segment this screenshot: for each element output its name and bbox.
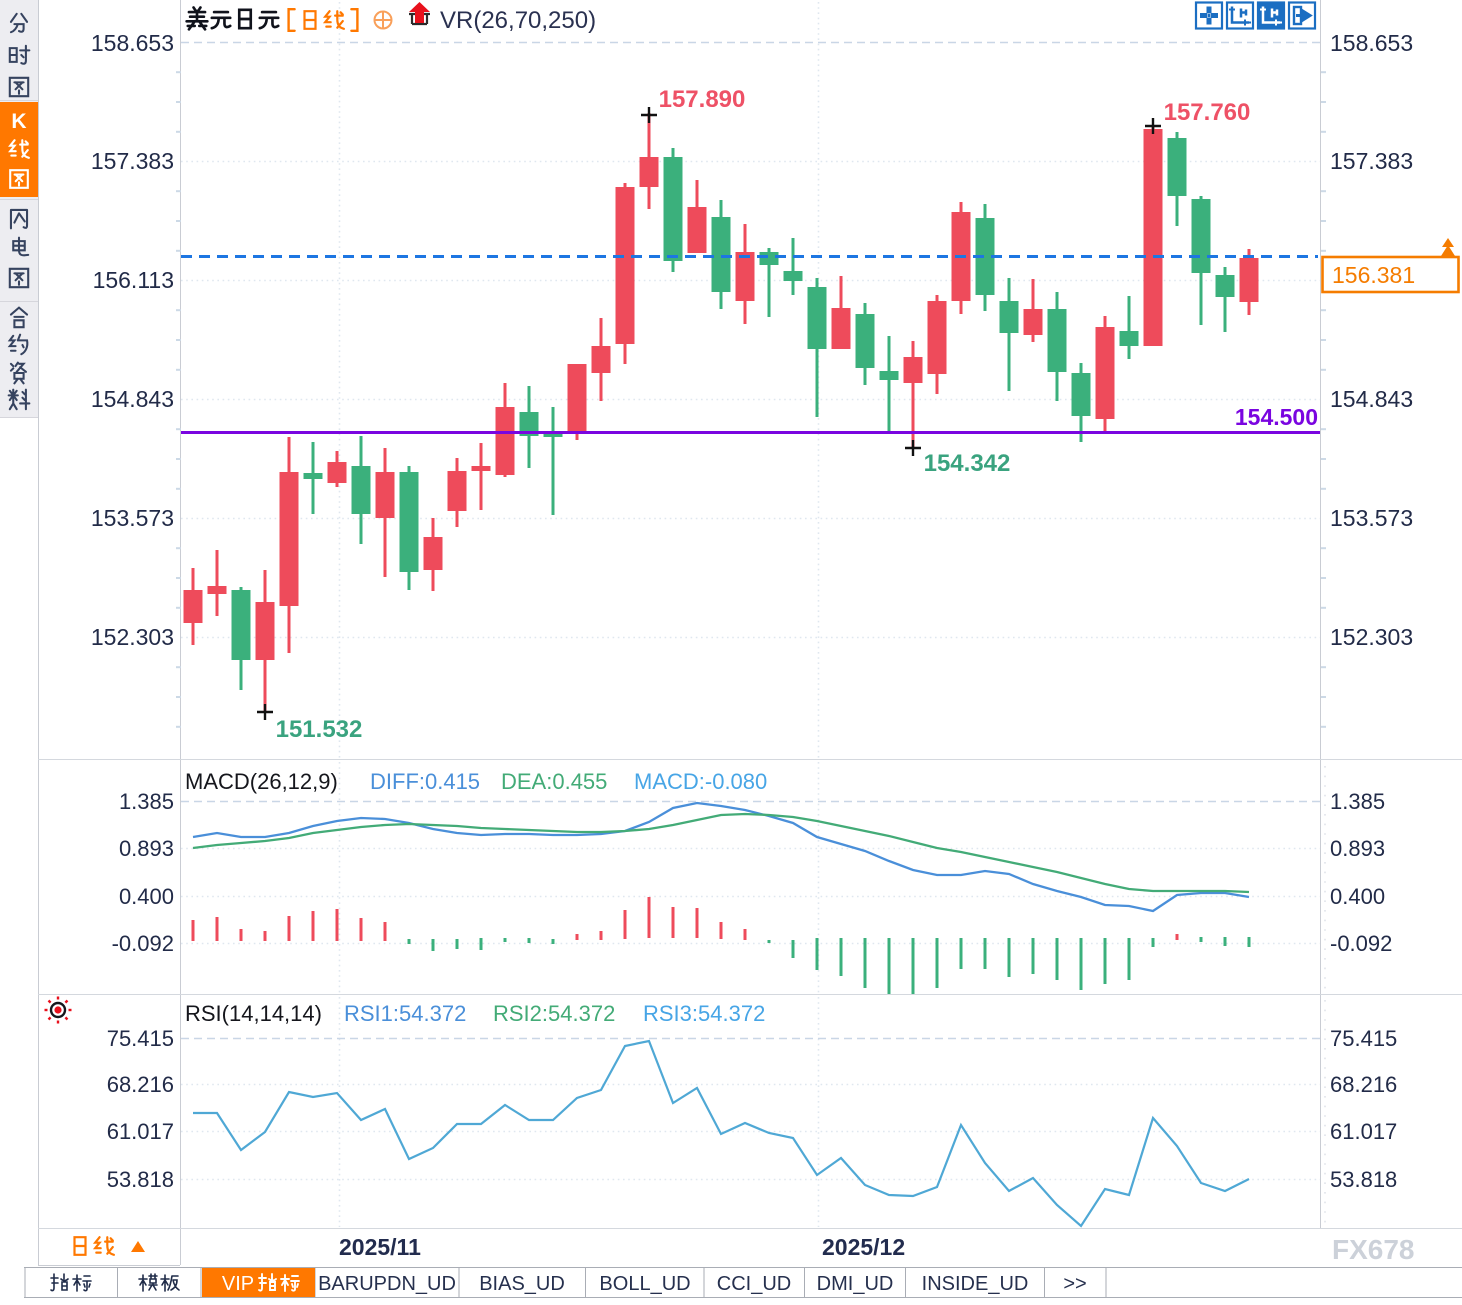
svg-text:157.760: 157.760 xyxy=(1164,99,1251,126)
svg-text:FX678: FX678 xyxy=(1332,1234,1415,1265)
svg-text:1.385: 1.385 xyxy=(119,789,174,814)
svg-text:0.893: 0.893 xyxy=(1330,836,1385,861)
svg-text:BOLL_UD: BOLL_UD xyxy=(599,1273,690,1295)
svg-text:156.113: 156.113 xyxy=(93,267,174,293)
svg-text:157.383: 157.383 xyxy=(91,148,174,174)
svg-text:MACD:-0.080: MACD:-0.080 xyxy=(634,769,767,794)
svg-text:75.415: 75.415 xyxy=(107,1026,174,1051)
svg-text:53.818: 53.818 xyxy=(1330,1167,1397,1192)
svg-text:158.653: 158.653 xyxy=(91,30,174,56)
svg-text:157.383: 157.383 xyxy=(1330,148,1413,174)
svg-text:DIFF:0.415: DIFF:0.415 xyxy=(370,769,480,794)
svg-text:VIP: VIP xyxy=(222,1273,254,1295)
svg-text:0.893: 0.893 xyxy=(119,836,174,861)
svg-text:154.342: 154.342 xyxy=(924,450,1011,477)
svg-text:61.017: 61.017 xyxy=(107,1119,174,1144)
svg-text:RSI(14,14,14): RSI(14,14,14) xyxy=(185,1001,322,1026)
svg-text:2025/12: 2025/12 xyxy=(822,1234,905,1260)
svg-text:157.890: 157.890 xyxy=(659,86,746,113)
svg-text:68.216: 68.216 xyxy=(107,1072,174,1097)
svg-text:BIAS_UD: BIAS_UD xyxy=(479,1273,565,1295)
svg-text:1.385: 1.385 xyxy=(1330,789,1385,814)
svg-text:VR(26,70,250): VR(26,70,250) xyxy=(440,7,596,34)
svg-text:-0.092: -0.092 xyxy=(112,931,174,956)
svg-text:0.400: 0.400 xyxy=(1330,884,1385,909)
svg-text:75.415: 75.415 xyxy=(1330,1026,1397,1051)
svg-text:154.843: 154.843 xyxy=(1330,386,1413,412)
svg-text:>>: >> xyxy=(1063,1273,1086,1295)
svg-text:DEA:0.455: DEA:0.455 xyxy=(501,769,607,794)
svg-text:154.843: 154.843 xyxy=(91,386,174,412)
svg-text:RSI1:54.372: RSI1:54.372 xyxy=(344,1001,466,1026)
svg-text:K: K xyxy=(11,110,26,133)
svg-text:152.303: 152.303 xyxy=(1330,624,1413,650)
svg-text:RSI3:54.372: RSI3:54.372 xyxy=(643,1001,765,1026)
svg-text:RSI2:54.372: RSI2:54.372 xyxy=(493,1001,615,1026)
svg-text:158.653: 158.653 xyxy=(1330,30,1413,56)
svg-text:-0.092: -0.092 xyxy=(1330,931,1392,956)
svg-text:2025/11: 2025/11 xyxy=(339,1234,421,1260)
svg-text:CCI_UD: CCI_UD xyxy=(717,1273,791,1295)
svg-text:153.573: 153.573 xyxy=(1330,505,1413,531)
svg-text:154.500: 154.500 xyxy=(1235,404,1318,430)
svg-text:DMI_UD: DMI_UD xyxy=(817,1273,894,1295)
svg-text:BARUPDN_UD: BARUPDN_UD xyxy=(318,1273,456,1295)
svg-text:151.532: 151.532 xyxy=(276,716,363,743)
svg-text:68.216: 68.216 xyxy=(1330,1072,1397,1097)
svg-text:0.400: 0.400 xyxy=(119,884,174,909)
svg-text:MACD(26,12,9): MACD(26,12,9) xyxy=(185,769,338,794)
svg-text:153.573: 153.573 xyxy=(91,505,174,531)
svg-text:INSIDE_UD: INSIDE_UD xyxy=(922,1273,1029,1295)
svg-text:152.303: 152.303 xyxy=(91,624,174,650)
svg-text:53.818: 53.818 xyxy=(107,1167,174,1192)
svg-text:61.017: 61.017 xyxy=(1330,1119,1397,1144)
svg-text:156.381: 156.381 xyxy=(1332,262,1415,288)
